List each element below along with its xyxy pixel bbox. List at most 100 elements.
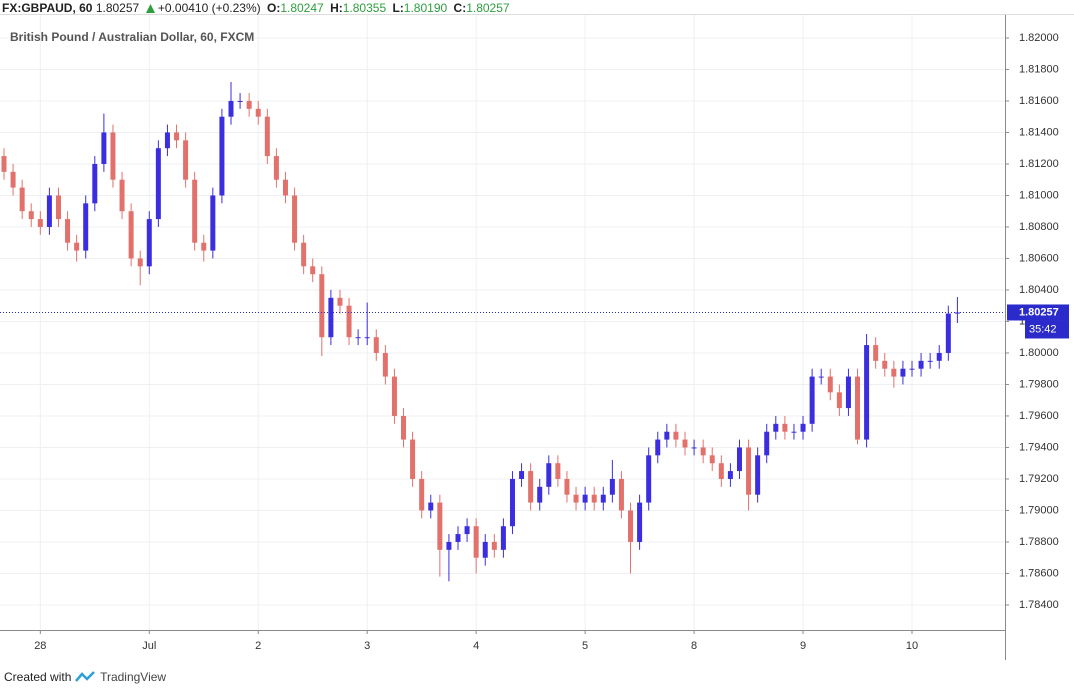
x-tick-label: 28 — [34, 640, 46, 652]
chart-title: British Pound / Australian Dollar, 60, F… — [10, 30, 254, 44]
price-label-box — [1007, 304, 1069, 321]
y-tick-label: 1.78400 — [1019, 599, 1059, 611]
footer-text: Created with — [4, 670, 72, 684]
y-tick-label: 1.81200 — [1019, 158, 1059, 170]
candle-body — [46, 195, 52, 227]
candle-body — [201, 242, 207, 251]
price-label: 1.80257 — [1019, 306, 1059, 318]
candle-body — [655, 439, 661, 456]
candle-body — [19, 187, 25, 212]
candle-body — [101, 132, 107, 164]
candle-body — [110, 132, 116, 180]
candle-body — [37, 219, 43, 227]
y-tick-label: 1.80600 — [1019, 252, 1059, 264]
candle-body — [174, 132, 180, 141]
candles — [0, 82, 1005, 582]
candle-body — [773, 423, 779, 432]
y-tick-label: 1.81400 — [1019, 126, 1059, 138]
candle-body — [301, 242, 307, 267]
y-tick-label: 1.79200 — [1019, 473, 1059, 485]
candle-body — [936, 352, 942, 361]
candle-body — [183, 140, 189, 180]
candle-body — [746, 447, 752, 495]
candle-body — [736, 447, 742, 472]
candle-body — [755, 455, 761, 495]
candle-body — [292, 195, 298, 243]
candle-body — [782, 423, 788, 432]
candle-body — [92, 163, 98, 204]
axis-labels: 1.78400 1.78600 1.78800 1.79000 1.79200 1.794… — [34, 32, 1069, 652]
candle-body — [509, 478, 515, 527]
candle-body — [855, 376, 861, 440]
candle-body — [137, 258, 143, 267]
y-tick-label: 1.79800 — [1019, 378, 1059, 390]
candle-body — [809, 376, 815, 424]
change: +0.00410 (+0.23%) — [157, 1, 261, 15]
candle-body — [310, 266, 316, 275]
candle-body — [264, 116, 270, 157]
candle-body — [364, 337, 370, 339]
x-tick-label: 2 — [255, 640, 261, 652]
candle-body — [845, 376, 851, 409]
candle-body — [65, 219, 71, 243]
candle-body — [918, 360, 924, 369]
x-tick-label: 5 — [582, 640, 588, 652]
candle-body — [800, 423, 806, 432]
candle-body — [691, 447, 697, 449]
candle-body — [528, 471, 534, 503]
candle-body — [237, 100, 243, 102]
candle-body — [246, 100, 252, 109]
candle-body — [83, 203, 89, 251]
candle-body — [618, 478, 624, 511]
candle-body — [473, 526, 479, 558]
y-tick-label: 1.78600 — [1019, 567, 1059, 579]
y-tick-label: 1.79400 — [1019, 441, 1059, 453]
candle-body — [664, 431, 670, 440]
candle-body — [609, 478, 615, 495]
candle-body — [273, 156, 279, 180]
candle-body — [410, 439, 416, 479]
candle-body — [228, 100, 234, 117]
candle-body — [482, 541, 488, 558]
candle-body — [827, 376, 833, 393]
candle-body — [537, 486, 543, 503]
x-tick-label: 4 — [473, 640, 479, 652]
candle-body — [727, 471, 733, 479]
candle-body — [373, 337, 379, 353]
candle-body — [564, 478, 570, 495]
candle-body — [319, 274, 325, 338]
candle-body — [582, 494, 588, 503]
candle-body — [192, 179, 198, 243]
countdown: 35:42 — [1029, 323, 1057, 335]
candle-body — [882, 360, 888, 369]
y-tick-label: 1.80400 — [1019, 284, 1059, 296]
y-tick-label: 1.80800 — [1019, 221, 1059, 233]
candle-body — [355, 337, 361, 339]
up-arrow — [145, 4, 155, 13]
candle-body — [927, 360, 933, 362]
x-tick-label: 8 — [691, 640, 697, 652]
candle-body — [128, 211, 134, 259]
candle-body — [282, 179, 288, 196]
x-tick-label: 10 — [906, 640, 918, 652]
open-value: 1.80247 — [280, 1, 324, 15]
close-label: C: — [453, 1, 467, 15]
candle-body — [519, 471, 525, 479]
y-tick-label: 1.78800 — [1019, 536, 1059, 548]
x-tick-label: 3 — [364, 640, 370, 652]
candle-body — [119, 179, 125, 212]
last-price: 1.80257 — [95, 1, 140, 15]
candle-body — [346, 305, 352, 338]
x-tick-label: 9 — [800, 640, 806, 652]
symbol: FX:GBPAUD, 60 — [2, 1, 93, 15]
candle-body — [555, 463, 561, 479]
y-tick-label: 1.81600 — [1019, 95, 1059, 107]
high-label: H: — [330, 1, 343, 15]
footer: Created with TradingView — [4, 670, 166, 684]
candle-body — [210, 195, 216, 251]
candle-body — [219, 116, 225, 196]
candle-body — [255, 108, 261, 117]
